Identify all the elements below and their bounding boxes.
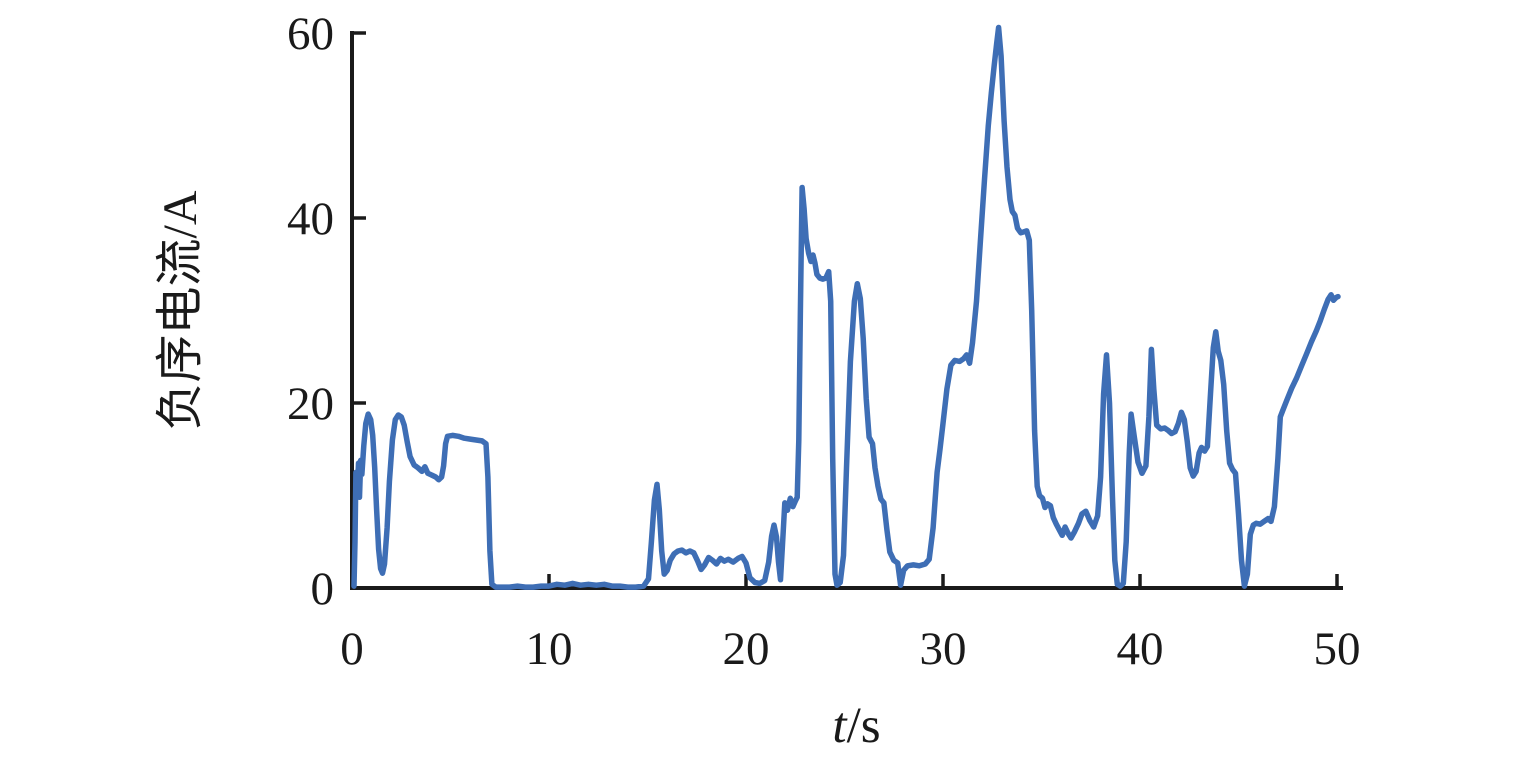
x-tick-label: 30 — [920, 623, 967, 675]
x-tick-label: 40 — [1117, 623, 1164, 675]
x-tick-label: 20 — [723, 623, 770, 675]
x-axis-title: t/s — [832, 698, 880, 754]
y-tick-label: 40 — [287, 193, 334, 245]
x-tick-label: 0 — [340, 623, 364, 675]
y-tick-label: 60 — [287, 8, 334, 60]
x-tick-label: 50 — [1314, 623, 1361, 675]
x-tick-label: 10 — [526, 623, 573, 675]
y-axis-title: 负序电流/A — [154, 190, 207, 430]
y-tick-label: 20 — [287, 378, 334, 430]
y-tick-label: 0 — [311, 563, 335, 615]
data-series-line — [351, 24, 1341, 590]
